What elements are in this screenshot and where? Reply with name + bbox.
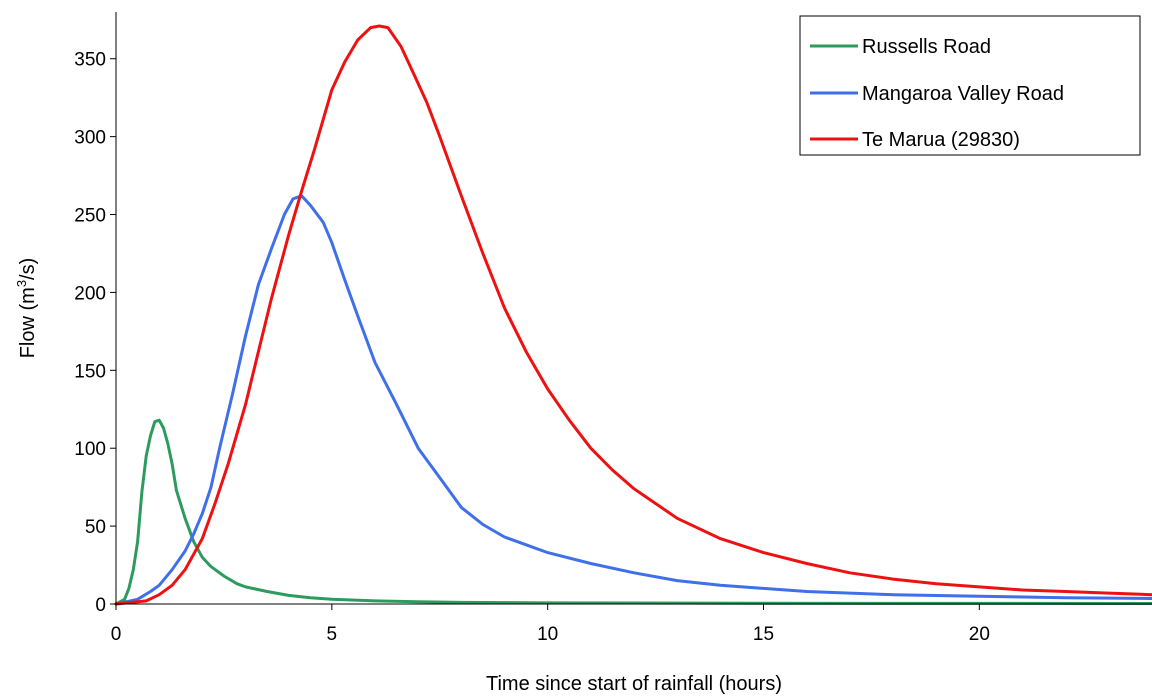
- x-tick-label: 5: [327, 624, 338, 645]
- ticks-layer: 0 50 100 150 200 250 300 350 0 5 10 15 20: [74, 50, 990, 645]
- y-tick-label: 100: [74, 439, 106, 460]
- y-tick-label: 0: [95, 595, 106, 616]
- legend-box: [799, 15, 1141, 156]
- y-tick-label: 200: [74, 283, 106, 304]
- y-axis-title-superscript: 3: [14, 280, 29, 287]
- y-axis-title-tail: /s): [17, 258, 39, 280]
- y-tick-label: 150: [74, 361, 106, 382]
- x-axis-title: Time since start of rainfall (hours): [486, 673, 782, 695]
- y-axis-title-main: Flow (m: [17, 287, 39, 358]
- x-tick-label: 10: [537, 624, 558, 645]
- y-tick-label: 50: [85, 517, 106, 538]
- y-axis-title: Flow (m3/s): [14, 258, 39, 359]
- legend-label-mangaroa-valley-road: Mangaroa Valley Road: [862, 83, 1064, 105]
- x-tick-label: 20: [969, 624, 990, 645]
- x-tick-label: 0: [111, 624, 122, 645]
- legend: Russells Road Mangaroa Valley Road Te Ma…: [799, 15, 1141, 156]
- x-tick-label: 15: [753, 624, 774, 645]
- series-line-mangaroa-valley-road: [114, 194, 1152, 606]
- legend-label-te-marua: Te Marua (29830): [862, 129, 1020, 151]
- y-tick-label: 250: [74, 206, 106, 227]
- legend-label-russells-road: Russells Road: [862, 36, 991, 58]
- y-tick-label: 300: [74, 128, 106, 149]
- series-line-russells-road: [114, 418, 1152, 606]
- series-layer: [114, 24, 1152, 606]
- series-line-te-marua-29830: [114, 24, 1152, 606]
- y-tick-label: 350: [74, 50, 106, 71]
